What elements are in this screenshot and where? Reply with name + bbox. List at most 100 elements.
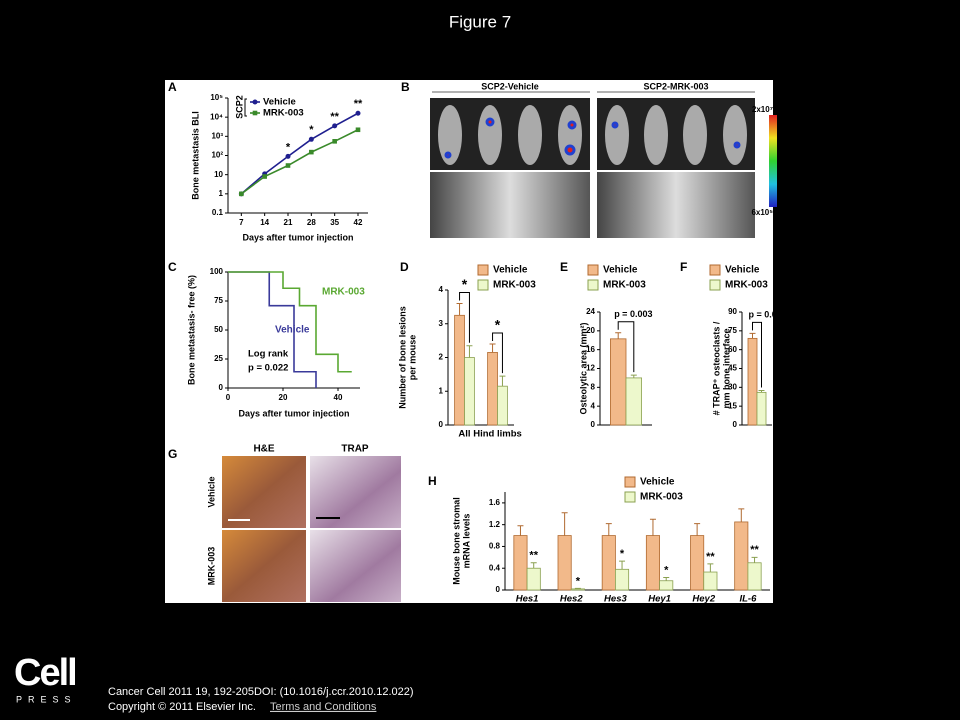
panel-letter: H bbox=[428, 474, 437, 488]
legend-swatch bbox=[477, 279, 489, 291]
error-bar bbox=[561, 512, 568, 536]
bar bbox=[487, 352, 498, 426]
error-bar bbox=[466, 345, 473, 358]
colorbar-label: 2x10⁷ bbox=[752, 105, 773, 114]
bracket bbox=[492, 332, 503, 374]
x-tick-label: Hey2 bbox=[692, 594, 715, 605]
legend-label: MRK-003 bbox=[263, 108, 304, 119]
y-tick-label: 0 bbox=[439, 420, 444, 429]
annotation: ** bbox=[529, 550, 538, 562]
legend-label: Vehicle bbox=[725, 265, 760, 276]
bar bbox=[513, 535, 528, 591]
bar bbox=[747, 337, 758, 426]
x-tick-label: Hey1 bbox=[648, 594, 671, 605]
x-tick-label: 21 bbox=[284, 218, 293, 227]
y-tick-label: 10⁴ bbox=[210, 112, 223, 121]
y-axis-label: per mouse bbox=[407, 335, 417, 381]
y-axis-label: Bone metastasis BLI bbox=[190, 111, 200, 200]
legend-bracket bbox=[244, 98, 247, 117]
group-label: SCP2-MRK-003 bbox=[643, 81, 708, 91]
error-bar bbox=[630, 374, 637, 378]
error-bar bbox=[499, 375, 506, 387]
legend-marker bbox=[252, 99, 258, 105]
y-tick-label: 1.2 bbox=[489, 520, 501, 529]
legend-label: Vehicle bbox=[493, 265, 528, 276]
annotation: ** bbox=[330, 111, 339, 123]
error-bar bbox=[615, 332, 622, 339]
x-tick-label: Hind limbs bbox=[473, 429, 522, 440]
error-bar bbox=[694, 523, 701, 536]
bar bbox=[645, 535, 660, 591]
y-tick-label: 0 bbox=[591, 420, 596, 429]
x-tick-label: Hes3 bbox=[604, 594, 627, 605]
y-tick-label: 1 bbox=[219, 189, 224, 198]
error-bar bbox=[456, 303, 463, 316]
bar bbox=[659, 580, 674, 591]
marker bbox=[309, 149, 314, 155]
panel-letter: C bbox=[168, 260, 177, 274]
y-tick-label: 75 bbox=[214, 296, 223, 305]
error-bar bbox=[530, 562, 537, 569]
y-tick-label: 3 bbox=[439, 319, 444, 328]
legend-label: MRK-003 bbox=[603, 280, 646, 291]
legend-swatch bbox=[709, 279, 721, 291]
group-label: SCP2-Vehicle bbox=[481, 81, 539, 91]
annotation: * bbox=[309, 124, 314, 136]
bar bbox=[703, 571, 718, 591]
annotation: * bbox=[462, 276, 468, 292]
x-tick-label: Hes2 bbox=[560, 594, 583, 605]
colorbar-label: 6x10⁵ bbox=[751, 208, 773, 217]
x-tick-label: IL-6 bbox=[739, 594, 757, 605]
annotation: * bbox=[495, 317, 501, 333]
error-bar bbox=[517, 525, 524, 536]
y-tick-label: 0 bbox=[496, 585, 501, 594]
bar bbox=[454, 314, 465, 426]
legend-label: Vehicle bbox=[640, 477, 675, 488]
y-axis-label: Number of bone lesions bbox=[397, 306, 407, 409]
legend-swatch bbox=[624, 476, 636, 488]
annotation: * bbox=[664, 564, 669, 576]
error-bar bbox=[707, 563, 714, 573]
y-axis-label: Bone metastasis- free (%) bbox=[186, 275, 196, 385]
series-label: MRK-003 bbox=[322, 287, 365, 298]
marker bbox=[332, 123, 338, 129]
y-tick-label: 24 bbox=[586, 307, 595, 316]
y-tick-label: 15 bbox=[728, 401, 737, 410]
y-tick-label: 0.1 bbox=[212, 208, 224, 217]
legend-label: MRK-003 bbox=[725, 280, 768, 291]
bracket bbox=[459, 292, 470, 343]
bar bbox=[557, 535, 572, 591]
error-bar bbox=[751, 556, 758, 563]
y-tick-label: 2 bbox=[439, 353, 444, 362]
bar bbox=[756, 391, 767, 426]
marker bbox=[285, 163, 291, 168]
bar bbox=[464, 357, 475, 426]
x-tick-label: 35 bbox=[330, 218, 339, 227]
bar bbox=[625, 377, 643, 426]
annotation: p = 0.0016 bbox=[749, 310, 792, 320]
panel-letter: E bbox=[560, 260, 568, 274]
x-axis-label: Days after tumor injection bbox=[242, 232, 353, 242]
y-tick-label: 60 bbox=[728, 345, 737, 354]
logo: Cell bbox=[14, 652, 76, 694]
terms-link[interactable]: Terms and Conditions bbox=[270, 701, 377, 713]
bracket bbox=[752, 321, 762, 388]
y-tick-label: 10² bbox=[211, 151, 223, 160]
y-tick-label: 8 bbox=[591, 382, 596, 391]
series-line bbox=[240, 112, 359, 195]
annotation: * bbox=[620, 548, 625, 560]
x-tick-label: 40 bbox=[334, 393, 343, 402]
bar bbox=[497, 385, 508, 426]
panel-letter: G bbox=[168, 447, 177, 461]
column-label: H&E bbox=[253, 444, 274, 455]
error-bar bbox=[649, 518, 656, 536]
y-tick-label: 50 bbox=[214, 325, 223, 334]
x-tick-label: Hes1 bbox=[516, 594, 539, 605]
bar bbox=[615, 568, 630, 591]
y-axis-label: # TRAP⁺ osteoclasts / bbox=[711, 321, 721, 415]
y-tick-label: 0.4 bbox=[489, 563, 501, 572]
y-tick-label: 1 bbox=[439, 386, 444, 395]
bar bbox=[690, 535, 705, 591]
y-tick-label: 0.8 bbox=[489, 542, 501, 551]
